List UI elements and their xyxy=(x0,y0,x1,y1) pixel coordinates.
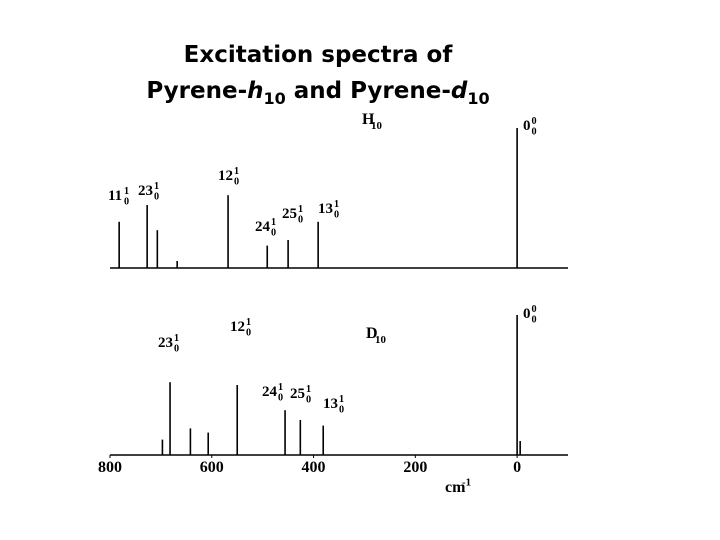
x-tick-label: 400 xyxy=(302,459,326,476)
peak-label: 131 0 xyxy=(323,394,344,416)
peak-label-sup: 1 xyxy=(306,384,311,395)
peak-label: 251 0 xyxy=(282,204,303,226)
panel-label: D10 xyxy=(366,325,386,346)
peak-label-main: 0 xyxy=(523,118,531,134)
peak-label-sub: 0 xyxy=(298,215,303,226)
title-part: and Pyrene- xyxy=(286,78,451,104)
peak-label-sup: 1 xyxy=(234,166,239,177)
peak-label-sup: 1 xyxy=(124,186,129,197)
peak-label-main: 12 xyxy=(218,168,233,184)
peak-label: 00 0 xyxy=(523,116,537,138)
x-tick-label: 200 xyxy=(403,459,427,476)
peak-label-sup: 1 xyxy=(298,204,303,215)
title-line-1: Excitation spectra of xyxy=(184,42,454,68)
peak-label-sub: 0 xyxy=(532,127,537,138)
peak-label-sup: 1 xyxy=(154,181,159,192)
peak-label-sub: 0 xyxy=(246,328,251,339)
peak-label: 121 0 xyxy=(230,317,251,339)
peak-label-sub: 0 xyxy=(234,177,239,188)
peak-label: 251 0 xyxy=(290,384,311,406)
x-tick-label: 0 xyxy=(513,459,521,476)
peak-label-sub: 0 xyxy=(154,192,159,203)
peak-label-sub: 0 xyxy=(124,197,129,208)
peak-label-sup: 0 xyxy=(532,116,537,127)
title-part: d xyxy=(451,78,468,104)
peak-label-main: 25 xyxy=(282,206,297,222)
panel-label-sub: 10 xyxy=(375,334,386,346)
x-tick-label: 600 xyxy=(200,459,224,476)
peak-label-sup: 1 xyxy=(174,333,179,344)
peak-label: 231 0 xyxy=(138,181,159,203)
peak-label: 241 0 xyxy=(255,217,276,239)
peak-label-sub: 0 xyxy=(174,344,179,355)
panel-label: H10 xyxy=(362,111,382,132)
peak-label-main: 11 xyxy=(108,188,122,204)
peak-label: 231 0 xyxy=(158,333,179,355)
peak-label: 131 0 xyxy=(318,199,339,221)
peak-label-sub: 0 xyxy=(334,210,339,221)
x-axis-label-main: cm xyxy=(445,479,466,496)
title-part: 10 xyxy=(467,89,489,108)
x-axis-label: cm-1 xyxy=(445,477,471,496)
peak-label-main: 25 xyxy=(290,386,305,402)
peak-label: 00 0 xyxy=(523,304,537,326)
peak-label-main: 24 xyxy=(262,384,278,400)
peak-label-sup: 1 xyxy=(246,317,251,328)
peak-label: 241 0 xyxy=(262,382,283,404)
panel-label-sub: 10 xyxy=(371,120,382,132)
peak-label-sup: 0 xyxy=(532,304,537,315)
peak-label-sub: 0 xyxy=(306,395,311,406)
peak-label-main: 12 xyxy=(230,319,245,335)
title-part: Pyrene- xyxy=(146,78,247,104)
peak-label-main: 13 xyxy=(323,396,338,412)
peak-label: 11 1 0 xyxy=(108,186,129,208)
peak-label-main: 23 xyxy=(158,335,173,351)
peak-label-main: 24 xyxy=(255,219,271,235)
peak-label-main: 0 xyxy=(523,306,531,322)
peak-label: 121 0 xyxy=(218,166,239,188)
panel-label-main: D xyxy=(366,325,378,342)
title-part: 10 xyxy=(264,89,286,108)
x-axis-label-sup: -1 xyxy=(462,477,471,489)
peak-label-sub: 0 xyxy=(278,393,283,404)
peak-label-main: 13 xyxy=(318,201,333,217)
title-line-2: Pyrene-h10 and Pyrene-d10 xyxy=(146,78,489,108)
peak-label-sub: 0 xyxy=(339,405,344,416)
peak-label-main: 23 xyxy=(138,183,153,199)
peak-label-sup: 1 xyxy=(339,394,344,405)
peak-label-sup: 1 xyxy=(334,199,339,210)
peak-label-sup: 1 xyxy=(278,382,283,393)
peak-label-sup: 1 xyxy=(271,217,276,228)
x-tick-label: 800 xyxy=(98,459,122,476)
peak-label-sub: 0 xyxy=(271,228,276,239)
title-part: h xyxy=(247,78,263,104)
panel-label-main: H xyxy=(362,111,375,128)
peak-label-sub: 0 xyxy=(532,315,537,326)
